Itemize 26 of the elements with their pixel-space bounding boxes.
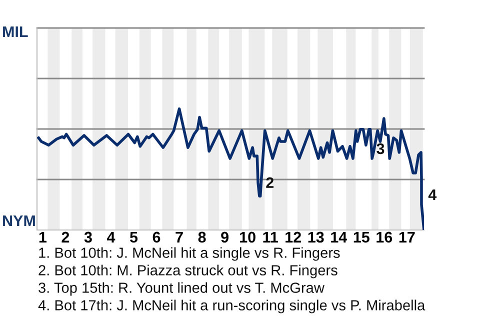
x-tick-label: 17 <box>399 232 415 242</box>
annotation: 3 <box>376 143 384 154</box>
x-tick-label: 13 <box>308 232 324 243</box>
x-tick-label: 5 <box>130 232 138 243</box>
x-tick-label: 7 <box>176 232 183 242</box>
annotation: 2 <box>266 177 274 188</box>
annotation: 4 <box>428 190 437 200</box>
x-tick-label: 11 <box>263 232 278 242</box>
x-tick-label: 8 <box>198 232 206 243</box>
x-tick-label: 14 <box>331 232 348 242</box>
x-tick-label: 10 <box>240 232 256 243</box>
text: 3. Top 15th: R. Yount lined out vs T. McGraw <box>38 282 324 296</box>
x-tick-label: 16 <box>376 232 392 243</box>
x-tick-label: 9 <box>221 232 228 243</box>
x-tick-label: 2 <box>62 232 70 242</box>
x-tick-label: 12 <box>286 232 301 242</box>
x-tick-label: 1 <box>39 232 47 242</box>
x-tick-label: 4 <box>106 232 116 242</box>
x-tick-label: 3 <box>84 232 92 243</box>
text: 1. Bot 10th: J. McNeil hit a single vs R. Fingers <box>39 247 340 261</box>
text: 2. Bot 10th: M. Piazza struck out vs R. Fingers <box>38 264 338 278</box>
text: NYM <box>3 215 35 226</box>
text: 4. Bot 17th: J. McNeil hit a run-scoring single vs P. Mirabella <box>38 300 426 314</box>
x-tick-label: 6 <box>152 232 160 243</box>
x-tick-label: 15 <box>354 232 370 243</box>
text: MIL <box>3 26 28 37</box>
